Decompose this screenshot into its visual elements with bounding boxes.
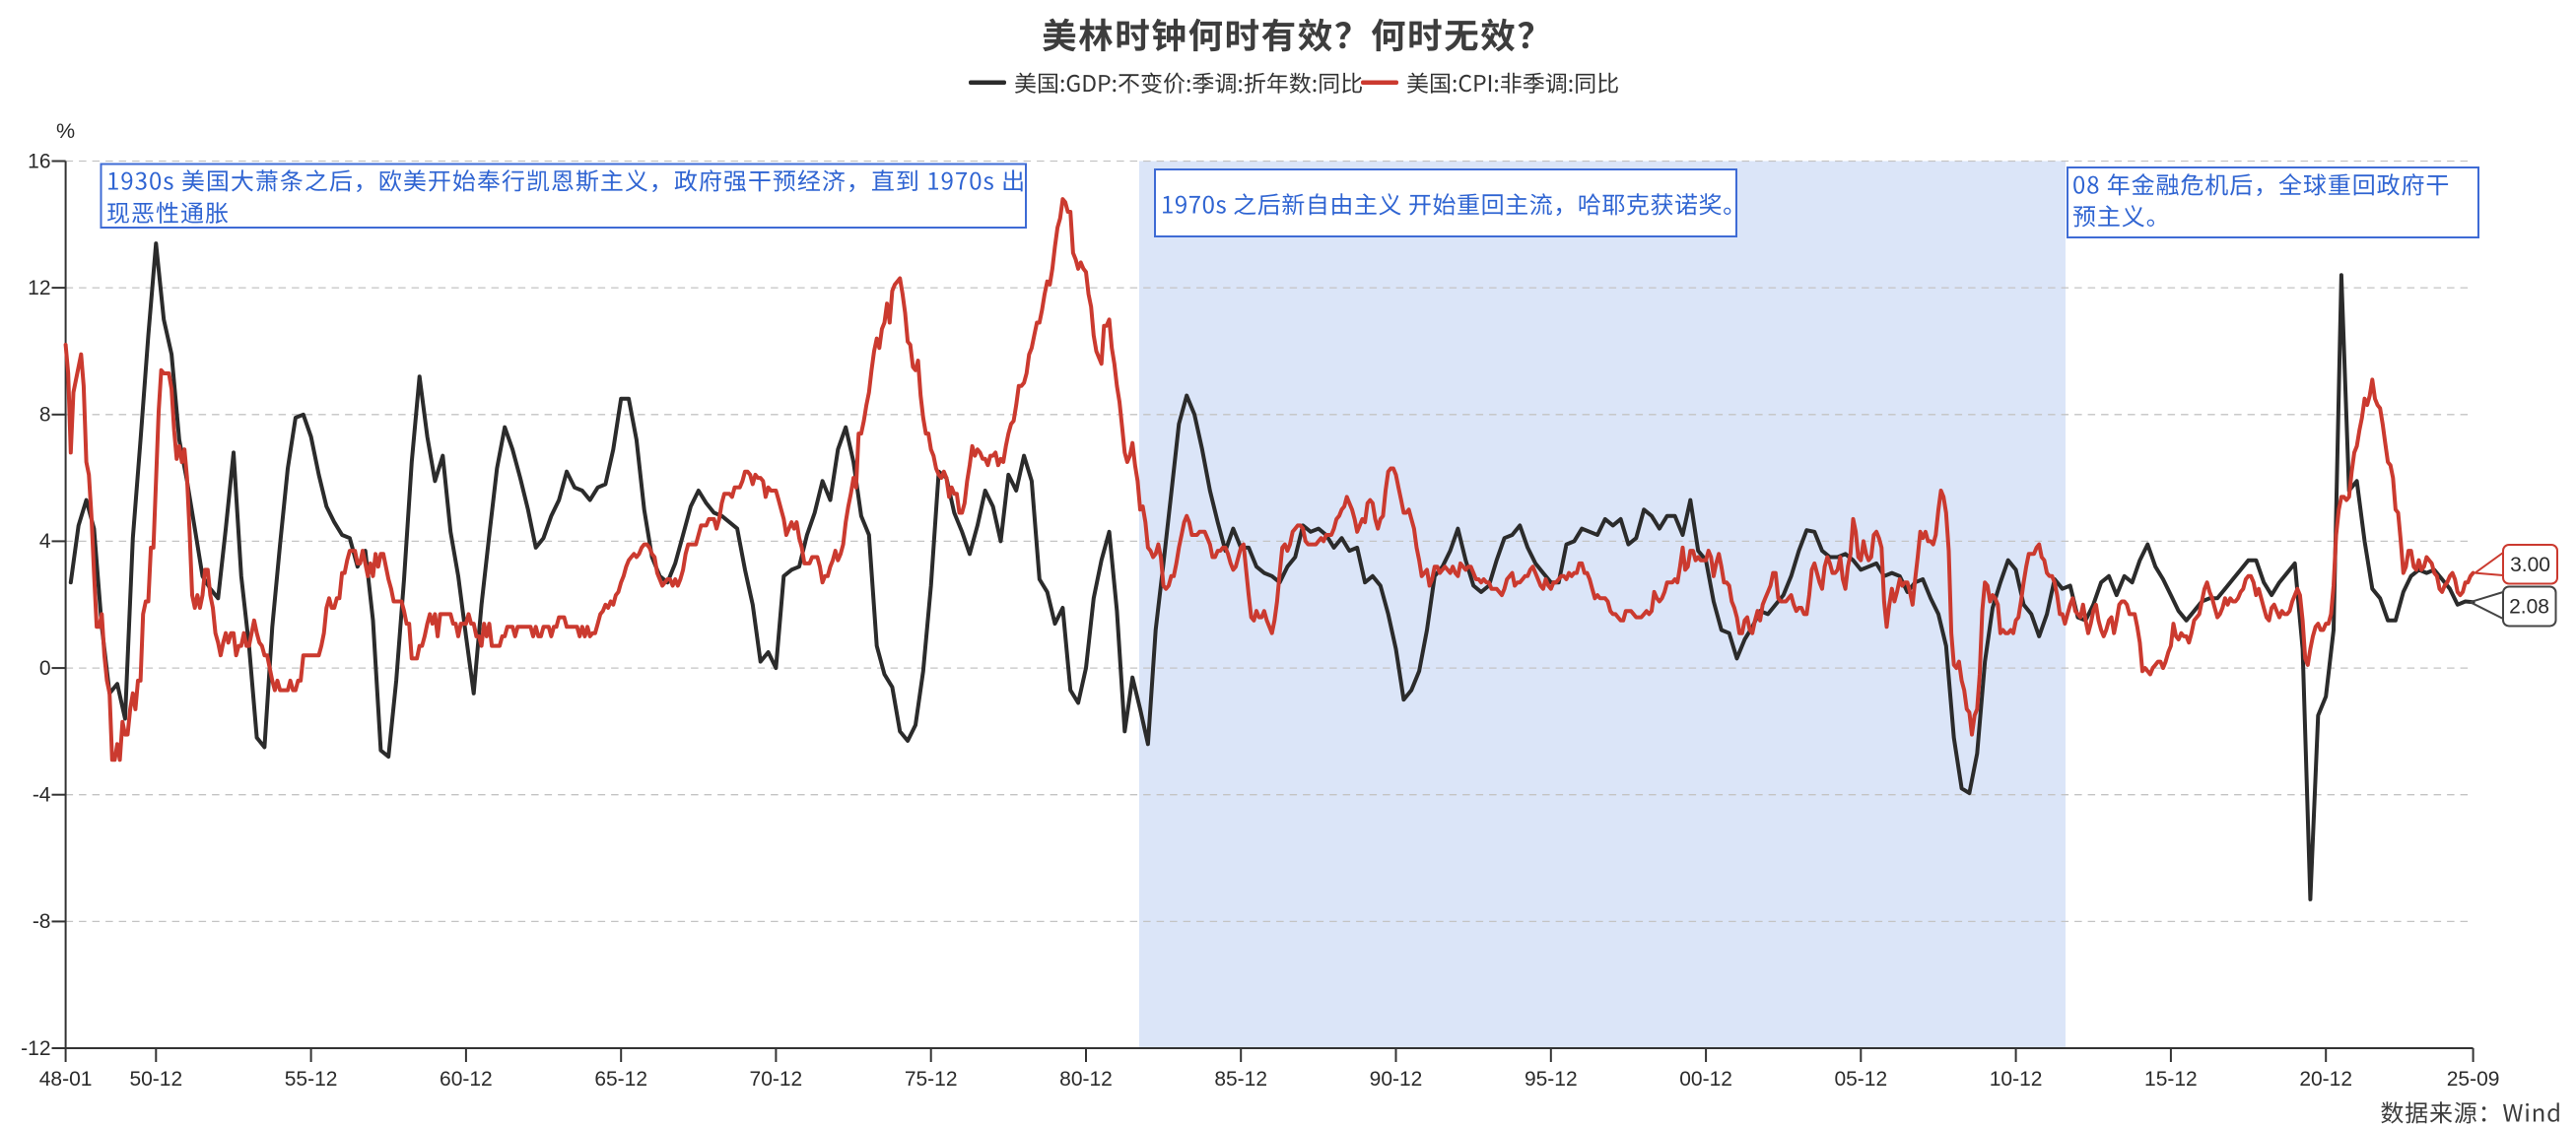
svg-text:00-12: 00-12 xyxy=(1679,1068,1732,1091)
svg-text:%: % xyxy=(56,119,75,143)
svg-text:16: 16 xyxy=(28,150,50,172)
svg-text:0: 0 xyxy=(39,657,51,680)
svg-text:80-12: 80-12 xyxy=(1059,1068,1113,1091)
svg-text:15-12: 15-12 xyxy=(2144,1068,2198,1091)
svg-text:75-12: 75-12 xyxy=(905,1068,958,1091)
svg-text:-4: -4 xyxy=(33,784,51,807)
svg-text:55-12: 55-12 xyxy=(285,1068,338,1091)
svg-text:05-12: 05-12 xyxy=(1834,1068,1887,1091)
svg-text:60-12: 60-12 xyxy=(440,1068,493,1091)
svg-text:-8: -8 xyxy=(33,910,51,933)
svg-text:20-12: 20-12 xyxy=(2299,1068,2352,1091)
svg-text:95-12: 95-12 xyxy=(1525,1068,1578,1091)
svg-text:48-01: 48-01 xyxy=(39,1068,93,1091)
svg-text:10-12: 10-12 xyxy=(1990,1068,2043,1091)
svg-text:50-12: 50-12 xyxy=(129,1068,182,1091)
svg-text:4: 4 xyxy=(39,530,51,553)
svg-text:90-12: 90-12 xyxy=(1370,1068,1423,1091)
svg-text:70-12: 70-12 xyxy=(750,1068,803,1091)
svg-text:3.00: 3.00 xyxy=(2510,554,2550,576)
svg-text:12: 12 xyxy=(28,277,50,299)
svg-text:-12: -12 xyxy=(21,1037,50,1060)
svg-text:8: 8 xyxy=(39,404,51,427)
svg-text:25-09: 25-09 xyxy=(2447,1068,2500,1091)
svg-text:85-12: 85-12 xyxy=(1214,1068,1267,1091)
svg-text:2.08: 2.08 xyxy=(2509,596,2549,619)
svg-text:65-12: 65-12 xyxy=(594,1068,647,1091)
